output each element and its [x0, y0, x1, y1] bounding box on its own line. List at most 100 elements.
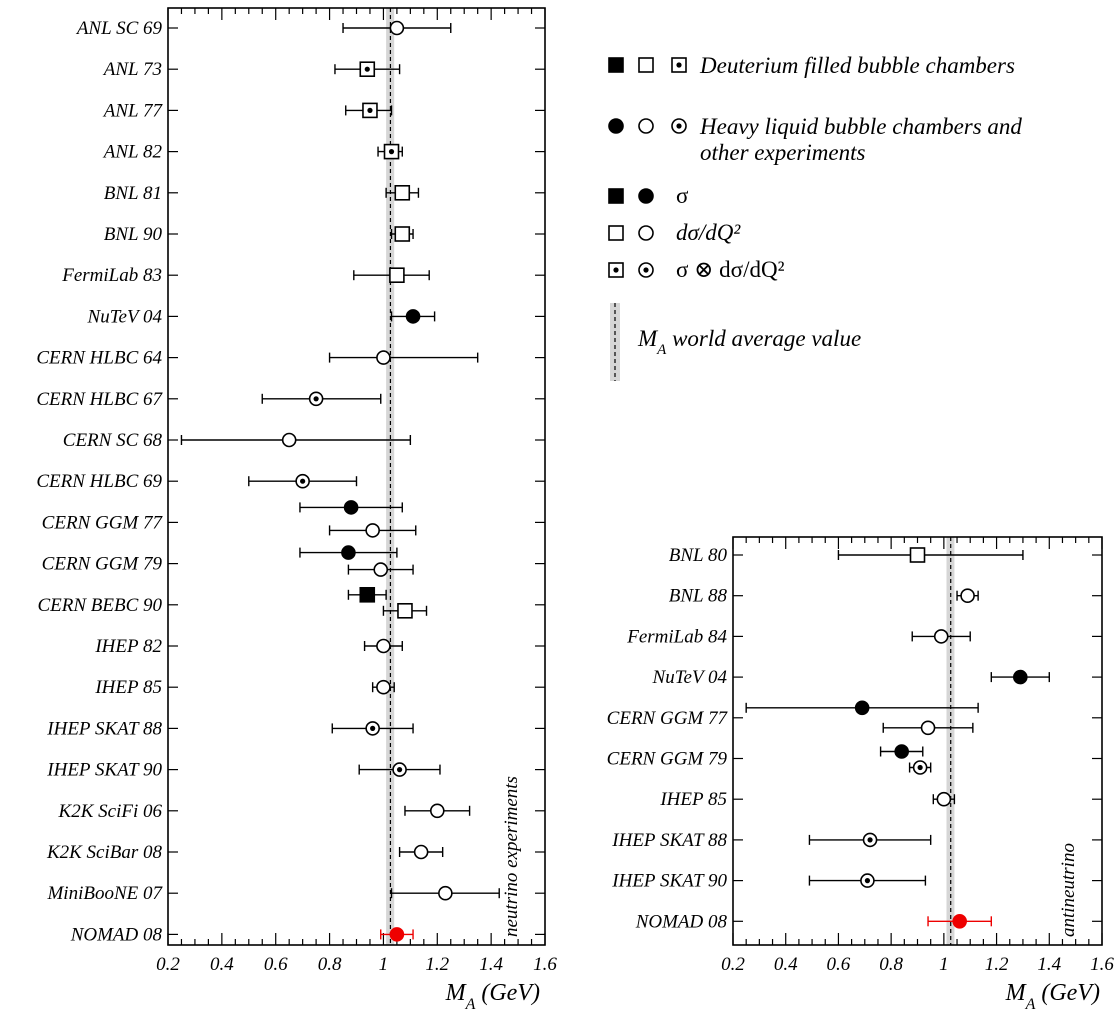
x-tick-label: 1.2 — [985, 954, 1009, 975]
data-point — [952, 913, 967, 929]
row-anl-73: ANL 73 — [102, 59, 545, 80]
legend-dsigma-text: dσ/dQ² — [676, 220, 741, 245]
experiment-label: CERN GGM 79 — [42, 554, 163, 575]
row-ihep-skat-90: IHEP SKAT 90 — [611, 871, 1102, 892]
experiment-label: CERN SC 68 — [63, 430, 163, 451]
antineutrino-side-label: antineutrino — [1058, 843, 1079, 937]
row-cern-hlbc-64: CERN HLBC 64 — [36, 348, 545, 369]
legend-both-square-dot — [613, 267, 619, 273]
experiment-label: CERN BEBC 90 — [37, 595, 162, 616]
x-tick-label: 0.8 — [318, 954, 342, 975]
row-ihep-skat-90: IHEP SKAT 90 — [46, 760, 545, 781]
data-point — [1012, 669, 1028, 685]
experiment-label: CERN GGM 77 — [42, 512, 164, 533]
row-anl-82: ANL 82 — [102, 142, 545, 163]
data-point — [389, 927, 405, 942]
row-cern-ggm-79: CERN GGM 79 — [607, 744, 1102, 775]
data-point-dot — [370, 725, 376, 732]
antineutrino-panel: 0.2 0.4 0.6 0.8 1 1.2 1.4 1.6 MA (GeV) BNL 80 BNL … — [607, 536, 1114, 1011]
x-tick-label: 0.4 — [774, 954, 798, 975]
plot-frame — [732, 536, 1103, 946]
legend-dsigma-circle — [638, 225, 654, 241]
data-point — [359, 586, 376, 603]
experiment-label: BNL 81 — [104, 183, 162, 204]
row-bnl-90: BNL 90 — [104, 224, 545, 245]
legend-sigma-circle — [638, 188, 654, 204]
legend-heavy-text-line1: Heavy liquid bubble chambers and — [699, 114, 1022, 139]
experiment-label: NuTeV 04 — [652, 667, 728, 688]
neutrino-panel: 0.2 0.4 0.6 0.8 1 1.2 1.4 1.6 MA (GeV) ANL SC 69 A… — [36, 7, 557, 1011]
row-bnl-80: BNL 80 — [669, 545, 1102, 566]
experiment-label: IHEP SKAT 90 — [611, 871, 727, 892]
experiment-label: IHEP 82 — [94, 636, 162, 657]
x-tick-label: 1 — [939, 954, 949, 975]
x-tick-label: 0.2 — [721, 954, 745, 975]
data-point-dot — [313, 396, 319, 402]
data-point — [394, 185, 411, 201]
x-tick-label: 0.2 — [156, 954, 180, 975]
x-axis-title: MA (GeV) — [1005, 980, 1100, 1011]
row-bnl-81: BNL 81 — [104, 183, 545, 204]
x-tick-label: 1.6 — [533, 954, 557, 975]
data-point — [413, 844, 429, 860]
data-point-dot — [300, 478, 306, 484]
x-axis-title: MA (GeV) — [445, 980, 540, 1011]
x-tick-label: 0.6 — [827, 954, 851, 975]
experiment-label: K2K SciFi 06 — [58, 801, 163, 822]
legend-both-text: σ ⊗ dσ/dQ² — [676, 257, 785, 282]
experiment-label: FermiLab 84 — [626, 626, 727, 647]
experiment-label: NOMAD 08 — [70, 924, 163, 945]
neutrino-side-label: neutrino experiments — [501, 776, 522, 937]
data-point — [376, 638, 391, 654]
row-fermilab-84: FermiLab 84 — [626, 626, 1102, 647]
row-cern-sc-68: CERN SC 68 — [63, 430, 545, 451]
data-point — [854, 700, 870, 716]
row-fermilab-83: FermiLab 83 — [61, 265, 545, 286]
row-ihep-82: IHEP 82 — [94, 636, 545, 657]
row-anl-sc-69: ANL SC 69 — [75, 18, 545, 39]
experiment-label: IHEP SKAT 88 — [611, 830, 727, 851]
row-k2k-scibar-08: K2K SciBar 08 — [46, 842, 545, 863]
row-anl-77: ANL 77 — [102, 100, 545, 121]
data-point-dot — [396, 767, 403, 773]
legend-open-square — [638, 57, 654, 73]
row-bnl-88: BNL 88 — [669, 586, 1102, 607]
data-point — [376, 679, 391, 695]
experiment-label: CERN HLBC 64 — [36, 348, 162, 369]
data-point — [394, 226, 411, 242]
data-point — [343, 500, 359, 515]
data-point-dot — [867, 837, 873, 843]
x-tick-label: 0.8 — [879, 954, 903, 975]
experiment-label: FermiLab 83 — [61, 265, 162, 286]
experiment-label: MiniBooNE 07 — [46, 883, 163, 904]
data-point-dot — [388, 149, 395, 155]
legend-open-circle — [638, 118, 654, 134]
legend-filled-circle — [608, 118, 624, 134]
row-ihep-85: IHEP 85 — [659, 789, 1102, 810]
experiment-label: CERN HLBC 69 — [36, 471, 162, 492]
legend-dsigma-square — [608, 225, 624, 241]
data-point — [429, 803, 445, 819]
row-miniboone-07: MiniBooNE 07 — [46, 883, 545, 904]
legend-deuterium-text: Deuterium filled bubble chambers — [699, 53, 1015, 78]
data-point — [894, 744, 909, 759]
experiment-label: ANL 73 — [102, 59, 162, 80]
data-point — [438, 885, 453, 901]
experiment-label: IHEP 85 — [94, 677, 162, 698]
data-point — [405, 309, 421, 324]
data-point-dot — [364, 66, 370, 72]
experiment-label: IHEP 85 — [659, 789, 727, 810]
row-cern-hlbc-67: CERN HLBC 67 — [36, 389, 545, 410]
legend-dotted-square-dot — [676, 62, 682, 68]
row-nutev-04: NuTeV 04 — [652, 667, 1102, 688]
x-tick-label: 0.6 — [264, 954, 288, 975]
data-point-dot — [917, 764, 923, 771]
experiment-label: NOMAD 08 — [635, 911, 728, 932]
data-point — [397, 602, 413, 619]
x-tick-label: 1 — [379, 954, 389, 975]
data-point — [365, 523, 380, 538]
x-tick-label: 1.4 — [1037, 954, 1061, 975]
legend-sigma-text: σ — [676, 183, 689, 208]
data-point — [389, 267, 405, 284]
experiment-label: ANL SC 69 — [75, 18, 163, 39]
